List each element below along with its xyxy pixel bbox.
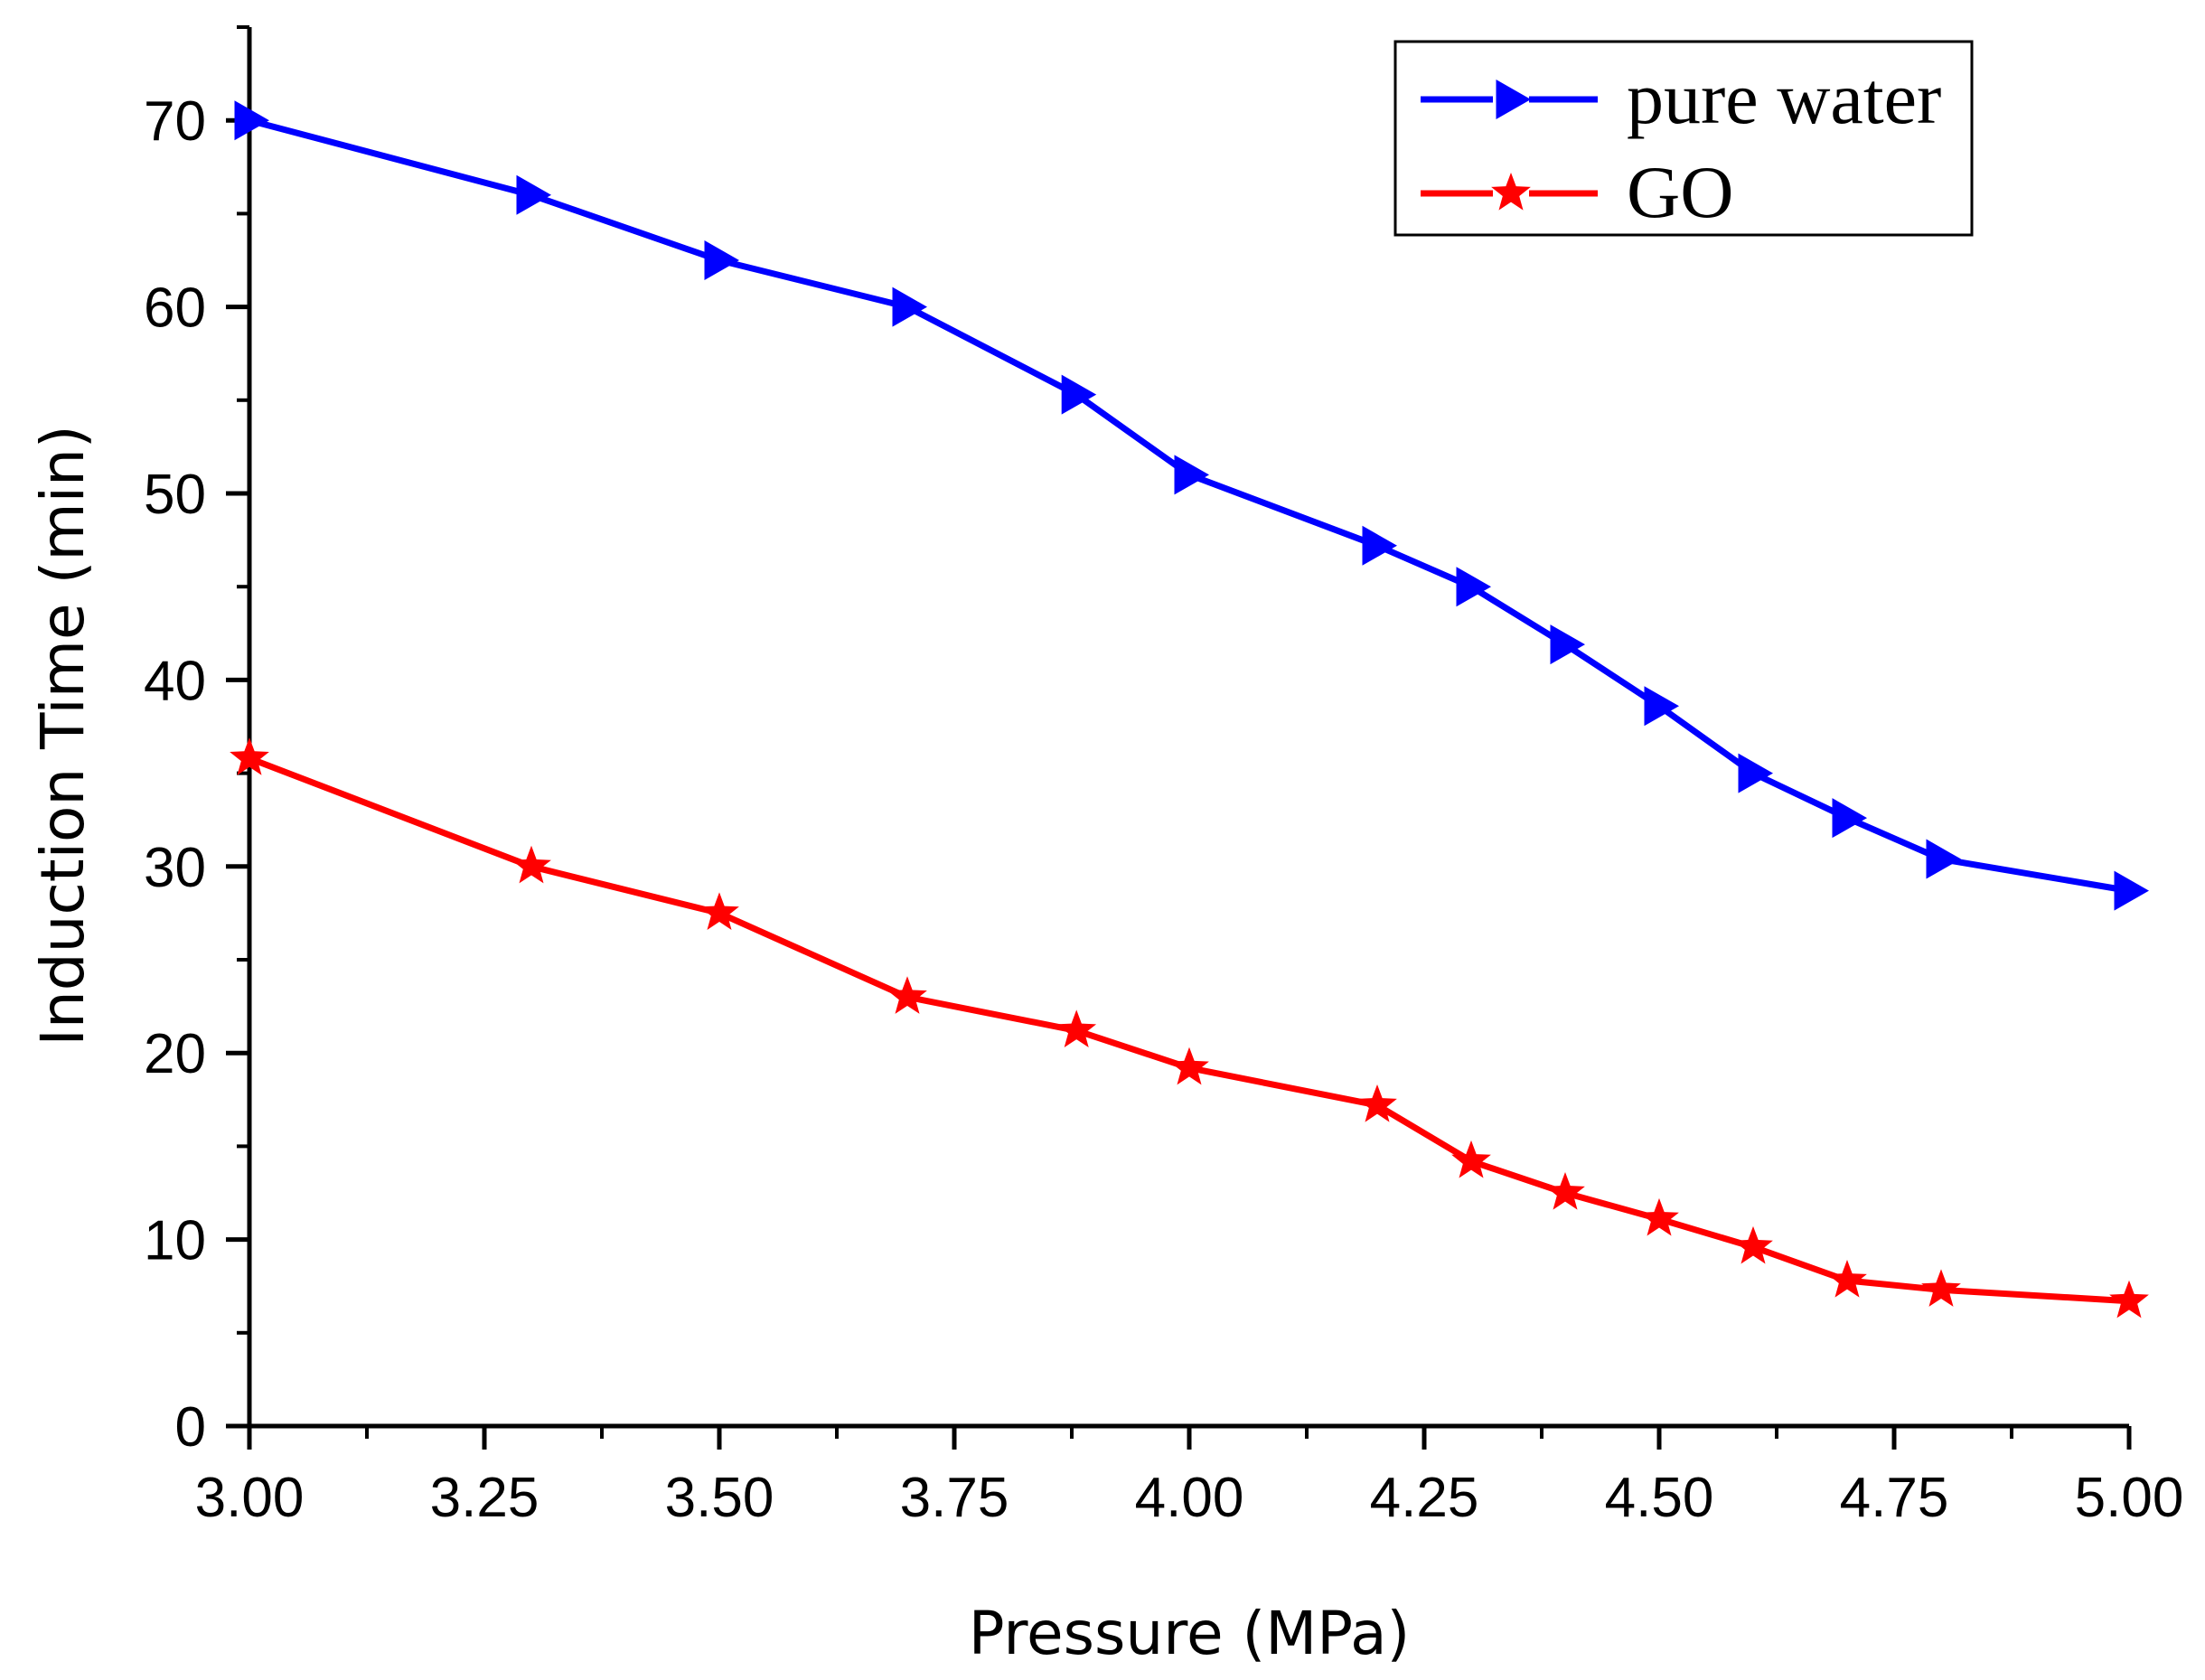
legend-box	[1393, 40, 1974, 237]
legend-items: pure water GO	[1421, 57, 1941, 233]
x-tick-label: 4.25	[1370, 1467, 1479, 1529]
x-tick-label: 3.75	[900, 1467, 1009, 1529]
data-point-go	[1639, 1197, 1679, 1236]
data-point-pure-water	[1174, 455, 1209, 495]
legend-label-pure-water: pure water	[1627, 57, 1941, 139]
y-tick-label: 0	[175, 1396, 206, 1459]
y-tick-label: 60	[144, 277, 206, 340]
data-point-pure-water	[1550, 624, 1585, 665]
y-tick-label: 30	[144, 837, 206, 899]
x-tick-label: 4.50	[1605, 1467, 1714, 1529]
data-point-go	[887, 976, 927, 1014]
series	[230, 100, 2149, 1319]
data-point-pure-water	[704, 240, 739, 280]
data-point-pure-water	[1644, 686, 1679, 727]
data-point-go	[1921, 1269, 1961, 1307]
legend-item-go: GO	[1421, 151, 1733, 233]
series-go	[230, 737, 2149, 1319]
data-point-go	[2109, 1280, 2149, 1319]
data-point-go	[1733, 1225, 1773, 1264]
y-axis-title: Induction Time (min)	[28, 425, 98, 1046]
legend-item-pure-water: pure water	[1421, 57, 1941, 139]
x-ticks: 3.00 3.25 3.50 3.75 4.00 4.25 4.50 4.75 5.00	[195, 1426, 2184, 1529]
x-tick-label: 5.00	[2075, 1467, 2184, 1529]
data-point-pure-water	[1456, 567, 1491, 607]
data-point-pure-water	[234, 100, 269, 141]
data-point-go	[1545, 1172, 1585, 1210]
data-point-pure-water	[1362, 525, 1397, 566]
data-point-pure-water	[1832, 798, 1867, 839]
legend-label-go: GO	[1627, 151, 1733, 233]
series-pure-water	[234, 100, 2149, 911]
data-point-go	[699, 892, 739, 931]
data-point-pure-water	[1926, 839, 1961, 879]
y-tick-label: 20	[144, 1023, 206, 1085]
x-tick-label: 3.25	[430, 1467, 540, 1529]
data-point-go	[1827, 1260, 1867, 1298]
data-point-pure-water	[2114, 870, 2149, 911]
x-tick-label: 4.00	[1135, 1467, 1244, 1529]
x-tick-label: 4.75	[1840, 1467, 1949, 1529]
data-point-go	[511, 845, 551, 884]
legend: pure water GO	[1393, 40, 1974, 237]
y-ticks: 0 10 20 30 40 50 60 70	[144, 25, 249, 1459]
data-point-pure-water	[516, 174, 551, 215]
x-tick-label: 3.00	[195, 1467, 305, 1529]
data-point-go	[1451, 1140, 1491, 1178]
data-point-pure-water	[1738, 753, 1773, 793]
data-point-go	[1056, 1009, 1097, 1048]
y-tick-label: 50	[144, 464, 206, 526]
data-point-go	[1169, 1046, 1209, 1085]
series-line-go	[248, 755, 2130, 1305]
x-tick-label: 3.50	[665, 1467, 774, 1529]
axes	[247, 27, 2129, 1429]
data-point-go	[230, 737, 269, 775]
legend-marker-pure-water	[1496, 80, 1531, 119]
legend-marker-go	[1491, 173, 1531, 211]
y-tick-label: 70	[144, 90, 206, 153]
x-axis-title: Pressure (MPa)	[969, 1599, 1411, 1668]
series-line-pure-water	[249, 117, 2130, 895]
y-tick-label: 40	[144, 650, 206, 712]
data-point-go	[1357, 1084, 1397, 1122]
data-point-pure-water	[892, 286, 927, 327]
data-point-pure-water	[1061, 374, 1097, 415]
y-tick-label: 10	[144, 1210, 206, 1272]
